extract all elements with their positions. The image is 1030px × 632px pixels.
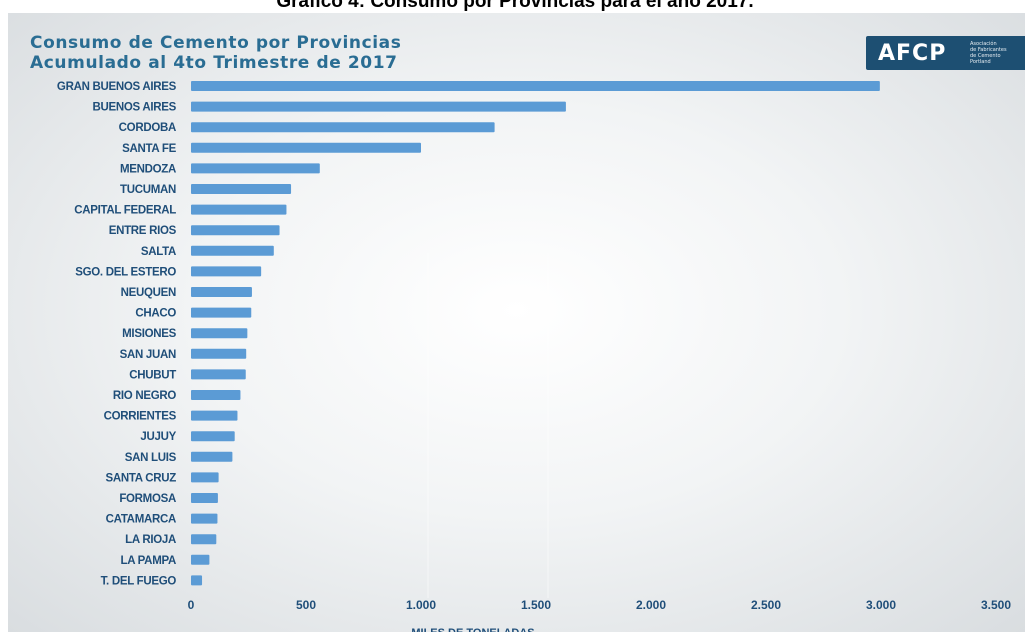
bar — [191, 245, 274, 256]
bar — [191, 122, 495, 133]
category-label: FORMOSA — [119, 493, 176, 505]
logo-text: Asociación de Fabricantes de Cemento Por… — [970, 41, 1022, 65]
logo-mark: AFCP — [878, 40, 947, 66]
category-label: SAN LUIS — [125, 452, 177, 464]
x-tick-label: 2.000 — [636, 598, 666, 612]
category-label: ENTRE RIOS — [109, 225, 177, 237]
chart-panel: Consumo de Cemento por Provincias Acumul… — [8, 13, 1025, 632]
bar — [191, 534, 217, 545]
bar — [191, 369, 246, 380]
x-tick-label: 1.000 — [406, 598, 436, 612]
bar — [191, 307, 252, 318]
bar — [191, 410, 238, 421]
category-label: NEUQUEN — [121, 287, 176, 299]
bar — [191, 451, 233, 462]
category-label: JUJUY — [140, 431, 176, 443]
bar — [191, 266, 262, 277]
logo-text-line: Portland — [970, 59, 991, 65]
category-label: CORDOBA — [119, 122, 176, 134]
x-tick-label: 3.000 — [866, 598, 896, 612]
category-label: MENDOZA — [120, 163, 176, 175]
x-tick-label: 1.500 — [521, 598, 551, 612]
bar — [191, 81, 880, 91]
category-label: LA PAMPA — [120, 555, 176, 567]
bar — [191, 575, 203, 586]
category-label: TUCUMAN — [120, 184, 176, 196]
bar — [191, 472, 219, 483]
bar — [191, 184, 292, 194]
category-label: GRAN BUENOS AIRES — [57, 81, 177, 93]
page-caption: Gráfico 4: Consumo por Provincias para e… — [276, 0, 754, 12]
chart-title: Consumo de Cemento por Provincias — [30, 33, 402, 53]
x-axis-title: MILES DE TONELADAS — [411, 627, 534, 632]
bar — [191, 554, 210, 565]
bar — [191, 348, 247, 359]
bar — [191, 287, 252, 297]
category-label: CORRIENTES — [104, 411, 177, 423]
x-tick-label: 3.500 — [981, 598, 1011, 612]
bar — [191, 101, 566, 112]
bar — [191, 431, 235, 442]
category-label: SALTA — [141, 246, 176, 258]
category-label: BUENOS AIRES — [92, 102, 176, 114]
x-tick-label: 0 — [188, 598, 195, 612]
category-label: T. DEL FUEGO — [101, 575, 177, 587]
category-label: SANTA FE — [122, 143, 176, 155]
bar — [191, 513, 218, 524]
bar — [191, 142, 421, 153]
chart-subtitle: Acumulado al 4to Trimestre de 2017 — [30, 53, 398, 73]
category-label: CHACO — [135, 308, 176, 320]
category-label: CATAMARCA — [106, 514, 176, 526]
chart-title-block: Consumo de Cemento por Provincias Acumul… — [30, 33, 401, 73]
category-label: SANTA CRUZ — [106, 472, 177, 484]
logo-text-line: de Fabricantes — [970, 47, 1007, 53]
category-label: SAN JUAN — [120, 349, 176, 361]
x-tick-label: 2.500 — [751, 598, 781, 612]
bar — [191, 493, 218, 503]
afcp-logo: AFCP Asociación de Fabricantes de Cement… — [866, 36, 1025, 70]
logo-text-line: de Cemento — [970, 53, 1001, 59]
bar — [191, 204, 287, 215]
logo-text-line: Asociación — [970, 41, 997, 47]
bar — [191, 390, 241, 400]
bar — [191, 163, 320, 174]
category-label: LA RIOJA — [125, 534, 176, 546]
bar-chart: GRAN BUENOS AIRES BUENOS AIRES CORDOBA SANT… — [57, 81, 1011, 632]
category-label: CHUBUT — [129, 369, 176, 381]
category-label: CAPITAL FEDERAL — [74, 205, 176, 217]
bar — [191, 225, 280, 236]
bar — [191, 328, 248, 339]
category-label: SGO. DEL ESTERO — [75, 266, 176, 278]
category-label: RIO NEGRO — [113, 390, 176, 402]
x-tick-label: 500 — [296, 598, 316, 612]
category-label: MISIONES — [122, 328, 176, 340]
